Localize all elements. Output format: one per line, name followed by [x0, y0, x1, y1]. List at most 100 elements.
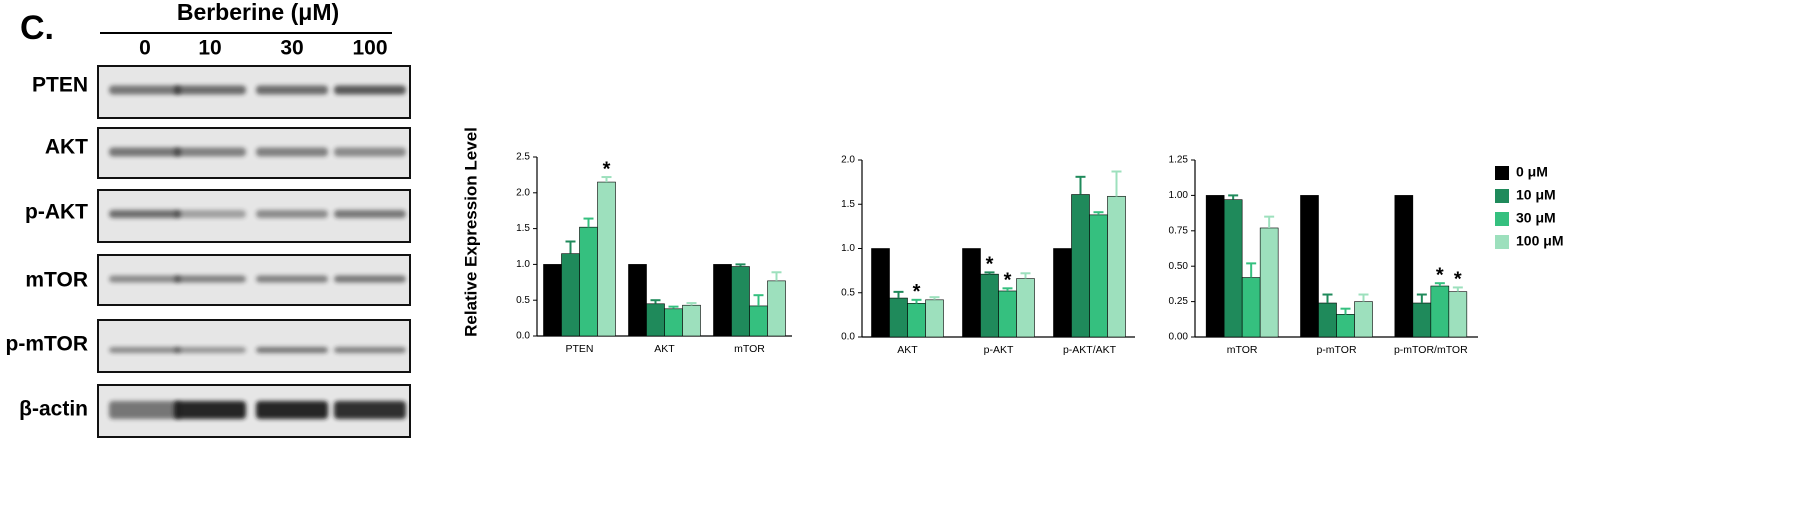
y-tick-label: 1.25 [1169, 155, 1189, 166]
bar [731, 266, 750, 337]
blot-row-label: AKT [45, 136, 88, 159]
bar [713, 264, 732, 337]
blot-band [174, 401, 246, 419]
significance-mark: * [913, 281, 921, 303]
blot-row-label: β-actin [19, 398, 88, 421]
x-tick-label: PTEN [565, 343, 593, 355]
y-tick-label: 0.5 [516, 295, 530, 306]
blot-band [109, 210, 181, 218]
blot-row-label: p-AKT [25, 201, 88, 224]
blot-band [334, 275, 406, 283]
bar [1448, 291, 1468, 338]
y-tick-label: 2.0 [516, 187, 530, 198]
blot-frame [97, 319, 411, 373]
significance-mark: * [1004, 270, 1012, 292]
bar [1241, 277, 1261, 338]
bar [925, 299, 944, 338]
y-tick-label: 1.5 [516, 223, 530, 234]
bar [1053, 248, 1072, 338]
y-tick-label: 2.5 [516, 152, 530, 163]
x-tick-label: p-AKT [984, 344, 1014, 356]
bar [628, 264, 647, 337]
bar [1430, 285, 1450, 338]
blot-band [256, 85, 328, 95]
legend-label: 30 μM [1516, 210, 1556, 226]
dose-label: 30 [280, 37, 303, 60]
blot-band [334, 401, 406, 419]
bar [543, 264, 562, 337]
bar [597, 181, 616, 337]
bar [871, 248, 890, 338]
x-tick-label: p-mTOR/mTOR [1394, 344, 1468, 356]
bar [980, 273, 999, 338]
legend-swatch [1495, 189, 1509, 203]
blot-band [174, 275, 246, 283]
significance-mark: * [603, 158, 611, 180]
blot-band [256, 401, 328, 419]
bar [1318, 302, 1337, 338]
bar [907, 303, 926, 338]
blot-band [109, 347, 181, 353]
bar [1205, 195, 1225, 338]
blot-row-label: p-mTOR [6, 333, 88, 356]
significance-mark: * [1436, 264, 1444, 286]
blot-band [109, 401, 181, 419]
y-tick-label: 0.25 [1169, 296, 1189, 307]
bar [1412, 302, 1432, 338]
bar [767, 280, 786, 337]
bar [889, 297, 908, 338]
bar [1354, 301, 1373, 338]
legend-label: 100 μM [1516, 233, 1563, 249]
y-tick-label: 0.0 [841, 332, 855, 343]
bar [1107, 195, 1126, 338]
y-tick-label: 0.50 [1169, 261, 1189, 272]
bar [561, 253, 580, 337]
legend-swatch [1495, 166, 1509, 180]
y-tick-label: 1.0 [841, 243, 855, 254]
panel-label: C. [20, 9, 54, 47]
blot-band [334, 85, 406, 95]
blot-band [174, 85, 246, 95]
blot-band [256, 147, 328, 157]
y-tick-label: 1.0 [516, 259, 530, 270]
bar [1016, 278, 1035, 338]
bar [1089, 214, 1108, 338]
legend-label: 0 μM [1516, 164, 1548, 180]
dose-label: 10 [198, 37, 221, 60]
y-tick-label: 0.00 [1169, 332, 1189, 343]
blot-band [174, 147, 246, 157]
blot-band [334, 347, 406, 353]
blot-band [174, 347, 246, 353]
y-tick-label: 1.00 [1169, 190, 1189, 201]
blot-band [109, 147, 181, 157]
bar [646, 303, 665, 337]
blot-band [334, 147, 406, 157]
x-tick-label: p-mTOR [1316, 344, 1356, 356]
bar [1259, 227, 1279, 338]
treatment-label: Berberine (μM) [177, 0, 339, 25]
blot-band [109, 275, 181, 283]
significance-mark: * [986, 254, 994, 276]
bar [962, 248, 981, 338]
y-tick-label: 0.0 [516, 331, 530, 342]
x-tick-label: AKT [897, 344, 918, 356]
bar [749, 305, 768, 337]
legend-swatch [1495, 212, 1509, 226]
bar [1394, 195, 1414, 338]
blot-band [256, 347, 328, 353]
x-tick-label: mTOR [734, 343, 765, 355]
bar [998, 290, 1017, 338]
y-tick-label: 1.5 [841, 199, 855, 210]
y-axis-label: Relative Expression Level [461, 127, 480, 337]
y-tick-label: 0.5 [841, 287, 855, 298]
x-tick-label: p-AKT/AKT [1063, 344, 1117, 356]
blot-row-label: mTOR [25, 269, 88, 292]
blot-row-label: PTEN [32, 74, 88, 97]
blot-band [174, 210, 246, 218]
blot-band [334, 210, 406, 218]
x-tick-label: AKT [654, 343, 675, 355]
bar [664, 308, 683, 337]
bar [579, 226, 598, 337]
blot-band [256, 210, 328, 218]
